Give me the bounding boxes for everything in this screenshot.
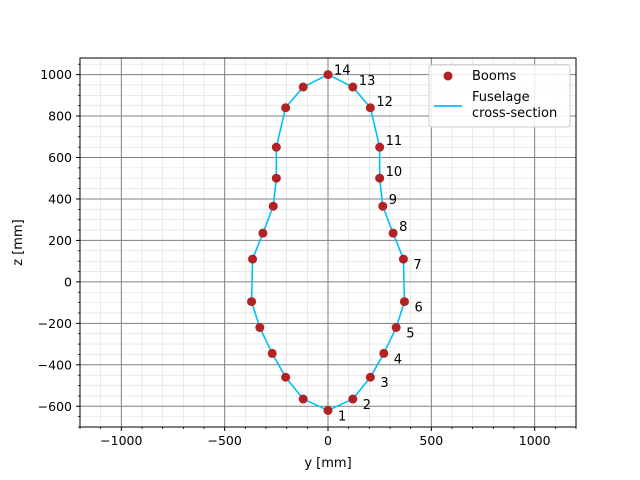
- boom-label: 8: [399, 220, 407, 235]
- boom-label: 13: [359, 74, 376, 89]
- boom-label: 6: [414, 301, 422, 316]
- boom-point: [268, 201, 278, 211]
- boom-label: 5: [406, 326, 414, 341]
- boom-point: [267, 348, 277, 358]
- boom-point: [375, 142, 385, 152]
- boom-point: [323, 70, 333, 80]
- legend-fuselage-label-line: cross-section: [472, 106, 557, 121]
- x-tick-label: 500: [419, 433, 443, 448]
- boom-point: [365, 103, 375, 113]
- y-tick-label: 600: [48, 150, 72, 165]
- boom-point: [323, 405, 333, 415]
- boom-point: [391, 322, 401, 332]
- boom-point: [258, 228, 268, 238]
- boom-point: [247, 297, 257, 307]
- boom-label: 2: [363, 398, 371, 413]
- y-axis-ticks: −600 −400 −200 0 200 400 600 800 1000: [38, 63, 80, 428]
- legend-booms-marker: [443, 71, 453, 81]
- boom-point: [281, 372, 291, 382]
- boom-point: [348, 82, 358, 92]
- boom-label: 11: [386, 134, 403, 149]
- boom-point: [281, 103, 291, 113]
- boom-point: [271, 142, 281, 152]
- x-tick-label: −500: [207, 433, 241, 448]
- boom-label: 7: [413, 258, 421, 273]
- x-tick-label: 1000: [519, 433, 551, 448]
- y-tick-label: −200: [38, 316, 72, 331]
- boom-point: [375, 173, 385, 183]
- boom-point: [365, 372, 375, 382]
- x-axis-label: y [mm]: [304, 456, 351, 471]
- y-tick-label: 1000: [40, 67, 72, 82]
- boom-label: 10: [386, 165, 403, 180]
- boom-point: [398, 254, 408, 264]
- boom-point: [399, 297, 409, 307]
- boom-point: [271, 173, 281, 183]
- legend-booms-label: Booms: [472, 69, 516, 84]
- legend-fuselage-label-line: Fuselage: [472, 90, 530, 105]
- boom-point: [248, 254, 258, 264]
- boom-label: 12: [376, 95, 393, 110]
- boom-label: 4: [394, 352, 402, 367]
- x-tick-label: 0: [324, 433, 332, 448]
- boom-point: [379, 348, 389, 358]
- y-tick-label: 400: [48, 191, 72, 206]
- y-tick-label: 0: [64, 274, 72, 289]
- y-tick-label: 200: [48, 233, 72, 248]
- boom-label: 9: [389, 193, 397, 208]
- y-axis-label: z [mm]: [11, 219, 26, 265]
- boom-label: 3: [380, 376, 388, 391]
- booms-layer: [247, 70, 409, 415]
- boom-label: 14: [334, 64, 351, 79]
- boom-point: [255, 322, 265, 332]
- y-tick-label: −400: [38, 357, 72, 372]
- legend-fuselage-label: Fuselage cross-section: [472, 90, 557, 121]
- y-tick-label: 800: [48, 109, 72, 124]
- legend: Booms Fuselage cross-section: [428, 64, 571, 128]
- x-tick-label: −1000: [100, 433, 142, 448]
- boom-point: [298, 82, 308, 92]
- boom-point: [388, 228, 398, 238]
- boom-label: 1: [338, 409, 346, 424]
- x-axis-ticks: −1000 −500 0 500 1000: [79, 427, 577, 448]
- boom-point: [348, 394, 358, 404]
- boom-point: [298, 394, 308, 404]
- legend-box: [428, 64, 571, 128]
- boom-point: [378, 201, 388, 211]
- y-tick-label: −600: [38, 399, 72, 414]
